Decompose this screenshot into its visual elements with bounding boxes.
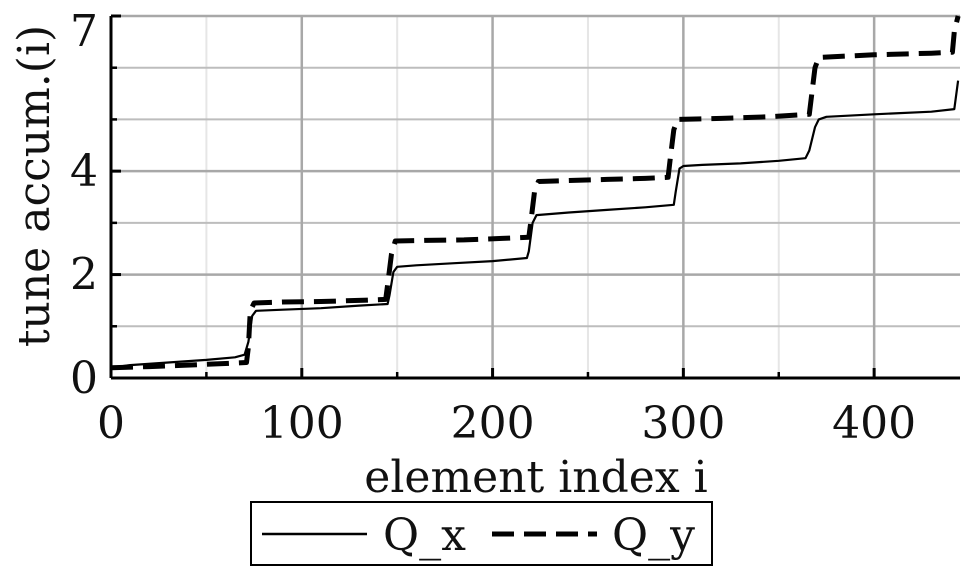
x-tick-label: 100 xyxy=(260,398,344,449)
minor-gridlines xyxy=(111,16,960,378)
legend: Q_x Q_y xyxy=(250,501,713,566)
axes xyxy=(109,16,960,380)
x-tick-label: 200 xyxy=(451,398,535,449)
y-tick-label: 2 xyxy=(70,250,98,301)
ticks xyxy=(109,14,876,380)
x-tick-label: 300 xyxy=(641,398,725,449)
y-tick-label: 4 xyxy=(70,146,98,197)
series-line-q-x xyxy=(110,80,960,369)
legend-label-q-y: Q_y xyxy=(612,510,695,561)
major-gridlines xyxy=(111,14,960,378)
y-tick-label: 7 xyxy=(70,6,98,57)
x-tick-label: 0 xyxy=(97,398,125,449)
series-layer xyxy=(110,15,961,371)
y-axis-label: tune accum.(i) xyxy=(9,25,60,347)
tick-labels: 0 100 200 300 400 0 2 4 7 xyxy=(70,6,916,449)
legend-label-q-x: Q_x xyxy=(383,510,466,561)
x-tick-label: 400 xyxy=(832,398,916,449)
x-axis-label: element index i xyxy=(364,452,707,503)
series-line-q-y xyxy=(110,15,961,371)
y-tick-label: 0 xyxy=(70,353,98,404)
